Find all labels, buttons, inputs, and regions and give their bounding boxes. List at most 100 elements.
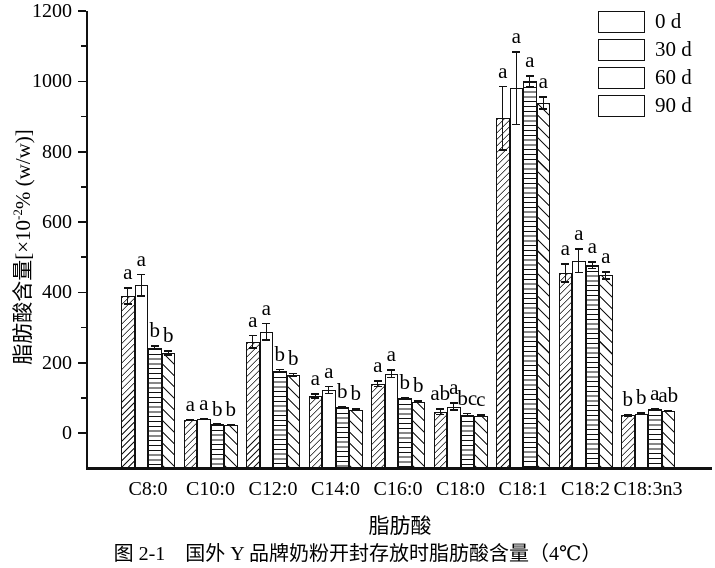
error-bar-line xyxy=(140,273,142,297)
sig-letter: b xyxy=(212,396,223,421)
bar-C16:0-60d xyxy=(398,398,412,468)
x-tick-label: C8:0 xyxy=(128,478,168,500)
sig-letter: b xyxy=(413,373,424,398)
bar-C18:3n3-90d xyxy=(661,411,675,468)
error-bar-cap-top xyxy=(539,96,548,98)
y-minor-tick xyxy=(80,186,86,188)
legend-label-30d: 30 d xyxy=(655,37,692,61)
error-bar-cap-bottom xyxy=(561,281,570,283)
bar-C10:0-0d xyxy=(183,420,197,468)
error-bar-line xyxy=(502,85,504,151)
error-bar-cap-top xyxy=(476,414,485,416)
error-bar-line xyxy=(591,261,593,270)
y-tick-label: 600 xyxy=(42,211,72,233)
legend-swatch-0d xyxy=(598,10,645,33)
error-bar-line xyxy=(453,402,455,411)
error-bar-cap-top xyxy=(289,372,298,375)
x-tick-label: C18:2 xyxy=(561,478,610,500)
sig-letter: a xyxy=(574,221,584,246)
error-bar-line xyxy=(292,372,294,378)
error-bar-cap-bottom xyxy=(414,401,423,404)
error-bar-line xyxy=(529,75,531,88)
error-bar-cap-bottom xyxy=(123,303,132,305)
y-minor-tick xyxy=(80,326,86,329)
error-bar-cap-bottom xyxy=(199,418,208,421)
error-bar-cap-bottom xyxy=(213,423,222,425)
legend-label-0d: 0 d xyxy=(655,9,682,33)
bar-C18:2-90d xyxy=(599,275,613,468)
y-tick-label: 0 xyxy=(62,422,72,444)
sig-letter: a xyxy=(538,69,548,94)
y-major-tick xyxy=(77,221,86,223)
error-bar-cap-bottom xyxy=(324,392,333,395)
bar-C18:0-60d xyxy=(460,414,474,468)
legend-swatch-30d xyxy=(598,38,645,61)
y-axis-title-superscript: -2 xyxy=(10,209,25,220)
sig-letter: b xyxy=(274,341,286,366)
error-bar-cap-bottom xyxy=(498,149,507,151)
sig-letter: ab xyxy=(430,381,451,406)
y-tick-label: 1000 xyxy=(32,70,72,93)
legend: 0 d 30 d 60 d 90 d xyxy=(598,10,692,122)
error-bar-cap-bottom xyxy=(650,408,659,411)
sig-letter: b xyxy=(337,378,348,403)
bar-C18:3n3-60d xyxy=(648,409,662,468)
error-bar-line xyxy=(252,334,254,349)
error-bar-cap-bottom xyxy=(373,385,382,388)
bar-C10:0-30d xyxy=(197,419,211,468)
y-axis-title-suffix: % (w/w)] xyxy=(11,129,35,210)
error-bar-line xyxy=(127,287,129,305)
bar-C8:0-90d xyxy=(161,352,175,468)
error-bar-cap-bottom xyxy=(623,415,632,417)
sig-letter: b xyxy=(288,345,299,370)
sig-letter: bc xyxy=(457,385,478,410)
sig-letter: a xyxy=(310,366,320,391)
error-bar-line xyxy=(542,96,544,110)
error-bar-cap-top xyxy=(373,380,382,382)
legend-label-60d: 60 d xyxy=(655,65,692,89)
bar-C12:0-0d xyxy=(246,341,260,468)
error-bar-cap-bottom xyxy=(387,376,396,379)
error-bar-line xyxy=(390,369,392,379)
sig-letter: a xyxy=(650,381,660,406)
bar-C12:0-60d xyxy=(273,370,287,468)
error-bar-cap-bottom xyxy=(539,108,548,110)
legend-label-90d: 90 d xyxy=(655,93,692,117)
error-bar-cap-top xyxy=(512,51,521,53)
error-bar-cap-bottom xyxy=(289,375,298,378)
error-bar-line xyxy=(167,350,169,356)
error-bar-cap-top xyxy=(137,273,146,276)
error-bar-cap-bottom xyxy=(601,278,610,280)
error-bar-cap-bottom xyxy=(476,415,485,418)
error-bar-cap-bottom xyxy=(512,123,521,126)
sig-letter: a xyxy=(560,236,570,261)
error-bar-cap-bottom xyxy=(338,407,347,409)
sig-letter: b xyxy=(399,369,411,394)
error-bar-cap-bottom xyxy=(186,419,195,422)
bar-C10:0-60d xyxy=(210,424,224,468)
y-axis-title-prefix: 脂肪酸含量[×10 xyxy=(11,219,35,365)
bar-C14:0-60d xyxy=(335,407,349,468)
sig-letter: a xyxy=(261,295,271,320)
error-bar-cap-top xyxy=(463,412,472,415)
error-bar-cap-bottom xyxy=(400,398,409,400)
error-bar-cap-top xyxy=(574,248,583,250)
error-bar-cap-top xyxy=(400,396,409,399)
error-bar-line xyxy=(605,271,607,280)
error-bar-line xyxy=(439,408,441,416)
error-bar-line xyxy=(314,393,316,399)
error-bar-line xyxy=(515,51,517,126)
y-major-tick xyxy=(77,291,86,294)
sig-letter: b xyxy=(636,385,647,410)
x-tick-label: C18:0 xyxy=(436,478,485,500)
error-bar-cap-top xyxy=(275,368,284,371)
error-bar-cap-bottom xyxy=(463,414,472,417)
x-tick-label: C18:1 xyxy=(498,478,548,500)
bar-C16:0-90d xyxy=(411,401,425,468)
x-axis-line xyxy=(85,467,712,470)
legend-swatch-90d xyxy=(598,94,645,117)
sig-letter: a xyxy=(498,58,508,83)
x-tick-label: C18:3n3 xyxy=(613,478,683,500)
error-bar-cap-bottom xyxy=(226,423,235,426)
sig-letter: a xyxy=(324,358,334,383)
